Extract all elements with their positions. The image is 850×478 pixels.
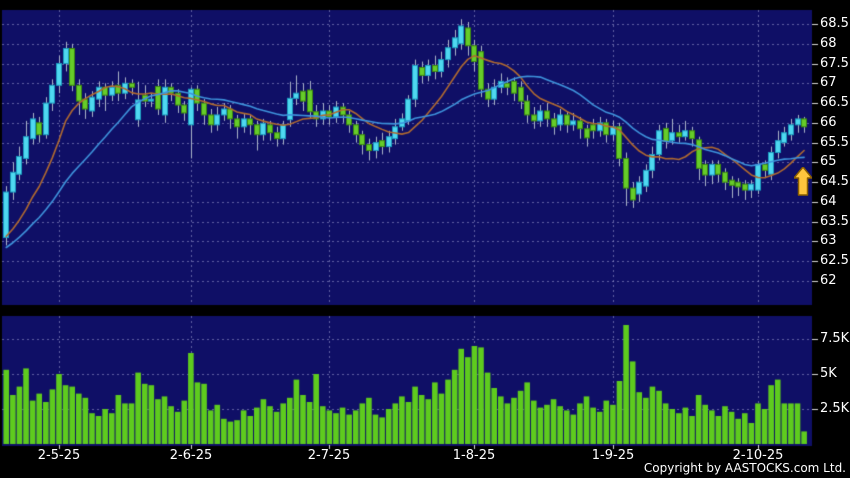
price-axis-label: 63 <box>820 233 837 248</box>
price-axis-label: 66 <box>820 115 837 130</box>
date-axis-label: 2-7-25 <box>307 448 351 463</box>
price-axis-label: 64 <box>820 194 837 209</box>
price-axis-label: 67.5 <box>820 56 849 71</box>
price-axis-label: 68.5 <box>820 16 849 31</box>
volume-axis-label: 5K <box>820 366 837 381</box>
date-axis-label: 2-10-25 <box>732 448 784 463</box>
date-axis-label: 1-9-25 <box>591 448 635 463</box>
copyright-text: Copyright by AASTOCKS.com Ltd. <box>643 461 846 475</box>
price-axis-label: 66.5 <box>820 95 849 110</box>
price-axis-label: 67 <box>820 75 837 90</box>
up-arrow-icon <box>794 167 812 196</box>
price-axis-label: 65.5 <box>820 135 849 150</box>
price-axis-label: 68 <box>820 36 837 51</box>
date-axis-label: 1-8-25 <box>452 448 496 463</box>
date-axis-label: 2-5-25 <box>37 448 81 463</box>
price-axis-label: 63.5 <box>820 214 849 229</box>
price-axis-label: 62.5 <box>820 253 849 268</box>
volume-axis-label: 7.5K <box>820 331 850 346</box>
date-axis-label: 2-6-25 <box>169 448 213 463</box>
price-axis-label: 65 <box>820 154 837 169</box>
price-axis-label: 64.5 <box>820 174 849 189</box>
price-axis-label: 62 <box>820 273 837 288</box>
volume-axis-label: 2.5K <box>820 401 850 416</box>
